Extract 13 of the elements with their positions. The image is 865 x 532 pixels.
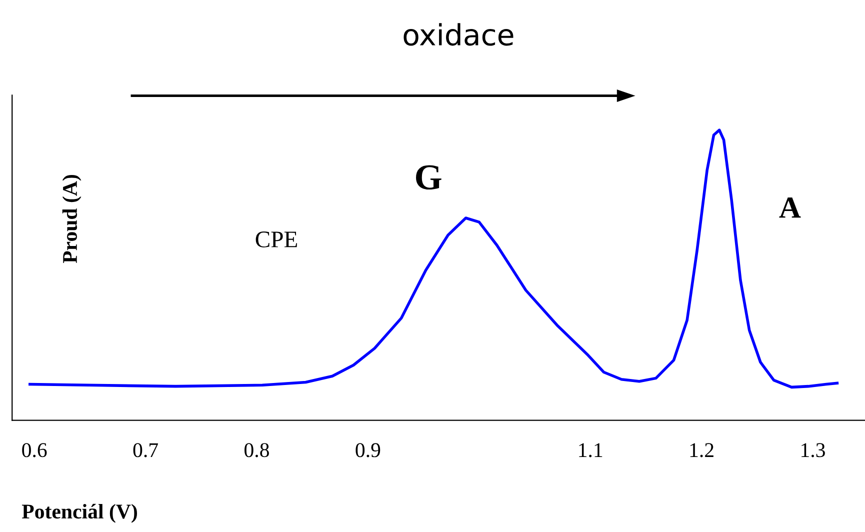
- x-tick-label: 0.9: [356, 443, 380, 458]
- x-tick-label: 0.6: [22, 443, 47, 458]
- x-tick-label: 1.1: [579, 443, 602, 458]
- x-tick-label: 0.7: [133, 443, 158, 458]
- annotation: CPE: [256, 232, 297, 248]
- x-tick-label: 0.8: [244, 443, 269, 458]
- chart-title: oxidace: [404, 23, 514, 46]
- annotation: G: [416, 165, 442, 190]
- x-axis-title: Potenciál (V): [22, 504, 137, 523]
- x-tick-label: 1.2: [690, 443, 714, 458]
- y-axis-title: Proud (A): [62, 175, 82, 264]
- annotation: A: [779, 197, 801, 218]
- x-tick-label: 1.3: [802, 443, 825, 458]
